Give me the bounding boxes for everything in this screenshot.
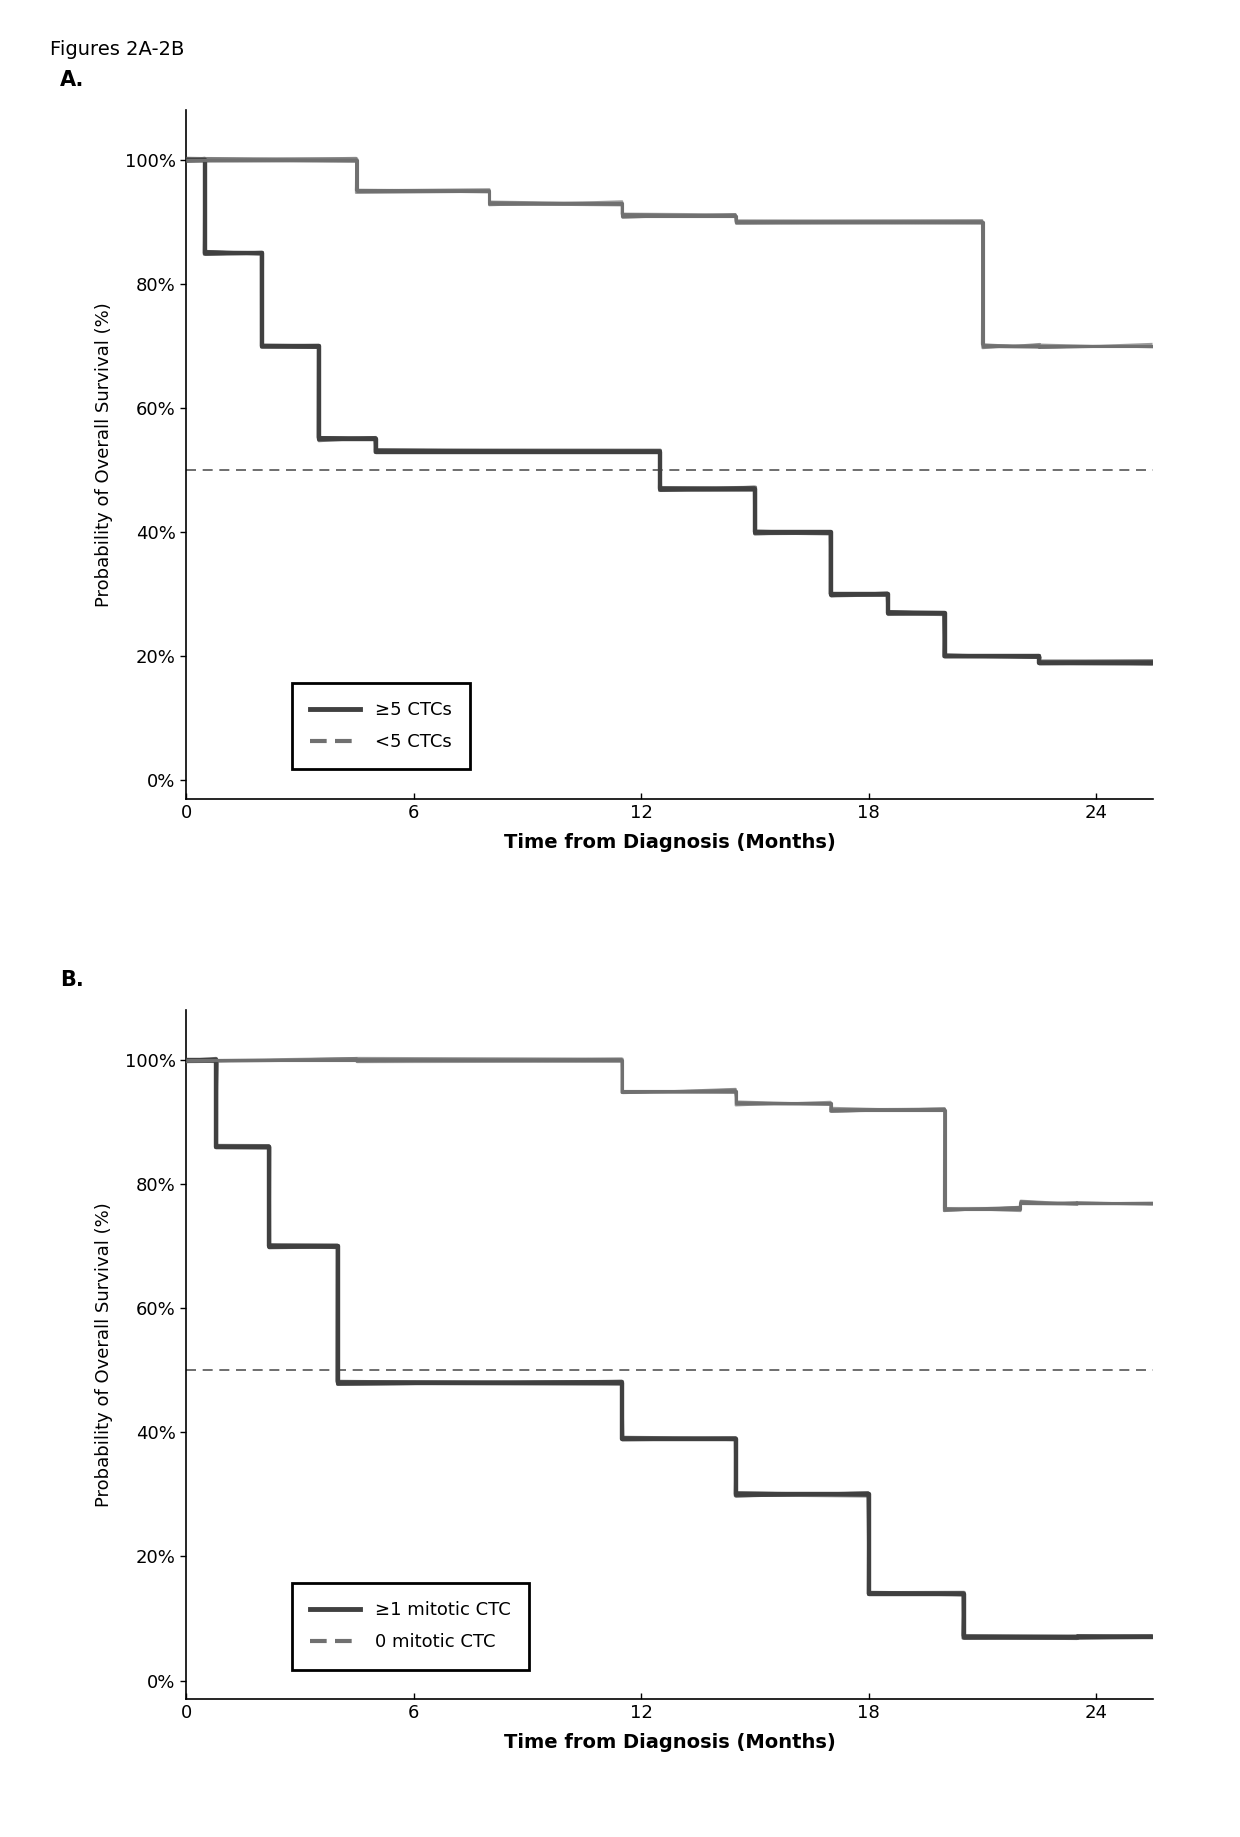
Legend: ≥5 CTCs, <5 CTCs: ≥5 CTCs, <5 CTCs [291,683,470,770]
Y-axis label: Probability of Overall Survival (%): Probability of Overall Survival (%) [95,303,114,606]
Text: B.: B. [61,970,84,990]
Text: A.: A. [61,70,84,90]
X-axis label: Time from Diagnosis (Months): Time from Diagnosis (Months) [503,1732,836,1752]
X-axis label: Time from Diagnosis (Months): Time from Diagnosis (Months) [503,832,836,852]
Legend: ≥1 mitotic CTC, 0 mitotic CTC: ≥1 mitotic CTC, 0 mitotic CTC [291,1583,528,1670]
Y-axis label: Probability of Overall Survival (%): Probability of Overall Survival (%) [95,1203,114,1506]
Text: Figures 2A-2B: Figures 2A-2B [50,40,184,59]
